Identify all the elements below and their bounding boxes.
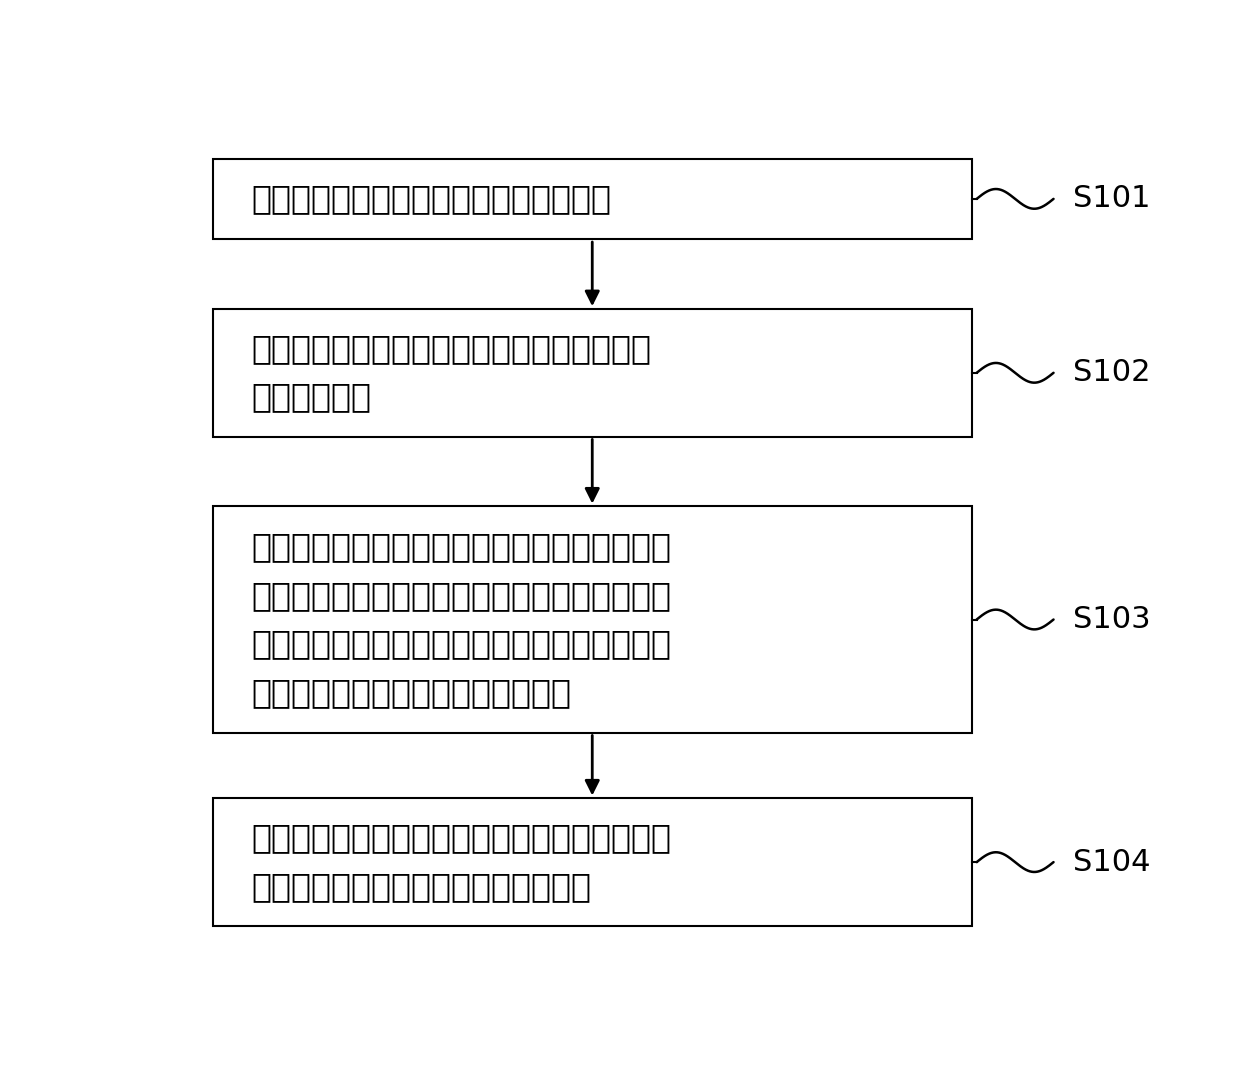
Text: S101: S101 <box>1073 185 1151 214</box>
Text: 在所述阵列基板或所述彩膜基板的所述配向膜上
滴注多个液晶滴，所述液晶滴在所述配向膜上形
成一液晶滴分布图，所述液晶滴分布图中的所述
液晶滴的排列呈无规则形状或呈: 在所述阵列基板或所述彩膜基板的所述配向膜上 滴注多个液晶滴，所述液晶滴在所述配向… <box>250 530 671 709</box>
Text: S102: S102 <box>1073 358 1151 388</box>
Text: 在所述阵列基板或所述彩膜基板上的显示区以
外涂布封框胶: 在所述阵列基板或所述彩膜基板上的显示区以 外涂布封框胶 <box>250 332 651 413</box>
Text: 分别在阵列基板和彩膜基板上形成配向膜: 分别在阵列基板和彩膜基板上形成配向膜 <box>250 183 611 216</box>
FancyBboxPatch shape <box>213 158 972 239</box>
FancyBboxPatch shape <box>213 309 972 437</box>
Text: 通过所述封框胶将所述阵列基板和所述彩膜基板
贴合，并固化所述封框胶，形成液晶盒: 通过所述封框胶将所述阵列基板和所述彩膜基板 贴合，并固化所述封框胶，形成液晶盒 <box>250 821 671 902</box>
Text: S103: S103 <box>1073 604 1151 634</box>
Text: S104: S104 <box>1073 848 1151 877</box>
FancyBboxPatch shape <box>213 506 972 733</box>
FancyBboxPatch shape <box>213 799 972 926</box>
